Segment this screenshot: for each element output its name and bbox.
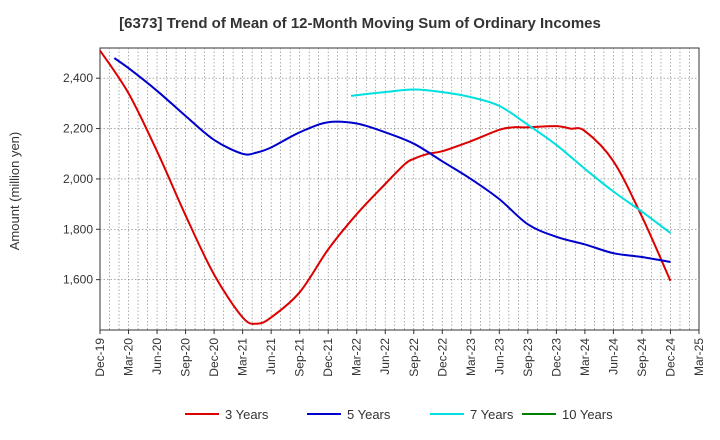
x-tick-label: Mar-24 xyxy=(578,338,592,376)
x-tick-label: Mar-25 xyxy=(692,338,706,376)
y-axis: 1,600 1,800 2,000 2,200 2,400 xyxy=(63,71,100,287)
chart-title: [6373] Trend of Mean of 12-Month Moving … xyxy=(119,15,601,32)
series-line-3-years xyxy=(99,49,672,325)
x-tick-label: Dec-20 xyxy=(207,338,221,377)
x-axis: Dec-19 Mar-20 Jun-20 Sep-20 Dec-20 Mar-21 Jun-… xyxy=(93,330,706,377)
y-tick-label: 2,200 xyxy=(63,122,93,136)
x-tick-label: Jun-23 xyxy=(492,338,506,375)
series-layer xyxy=(99,49,672,325)
legend-label: 10 Years xyxy=(562,407,613,422)
x-tick-label: Dec-23 xyxy=(549,338,563,377)
grid xyxy=(100,48,699,330)
y-axis-label: Amount (million yen) xyxy=(7,132,22,251)
series-line-7-years xyxy=(350,88,672,234)
x-tick-label: Mar-20 xyxy=(122,338,136,376)
x-tick-label: Mar-21 xyxy=(236,338,250,376)
x-tick-label: Mar-23 xyxy=(464,338,478,376)
x-tick-label: Sep-21 xyxy=(293,338,307,377)
legend-label: 7 Years xyxy=(470,407,514,422)
x-tick-label: Sep-24 xyxy=(635,338,649,377)
y-tick-label: 2,400 xyxy=(63,71,93,85)
y-tick-label: 2,000 xyxy=(63,172,93,186)
x-tick-label: Jun-21 xyxy=(264,338,278,375)
x-tick-label: Jun-24 xyxy=(606,338,620,375)
legend-label: 5 Years xyxy=(347,407,391,422)
x-tick-label: Sep-23 xyxy=(521,338,535,377)
x-tick-label: Dec-19 xyxy=(93,338,107,377)
y-tick-label: 1,800 xyxy=(63,222,93,236)
x-tick-label: Sep-20 xyxy=(179,338,193,377)
x-tick-label: Jun-20 xyxy=(150,338,164,375)
x-tick-label: Sep-22 xyxy=(407,338,421,377)
series-line-5-years xyxy=(113,57,671,263)
legend-label: 3 Years xyxy=(225,407,269,422)
plot-area xyxy=(99,47,700,331)
legend: 3 Years 5 Years 7 Years 10 Years xyxy=(185,407,613,422)
x-tick-label: Dec-24 xyxy=(663,338,677,377)
x-tick-label: Dec-22 xyxy=(435,338,449,377)
x-tick-label: Mar-22 xyxy=(350,338,364,376)
x-tick-label: Dec-21 xyxy=(321,338,335,377)
y-tick-label: 1,600 xyxy=(63,273,93,287)
x-tick-label: Jun-22 xyxy=(378,338,392,375)
